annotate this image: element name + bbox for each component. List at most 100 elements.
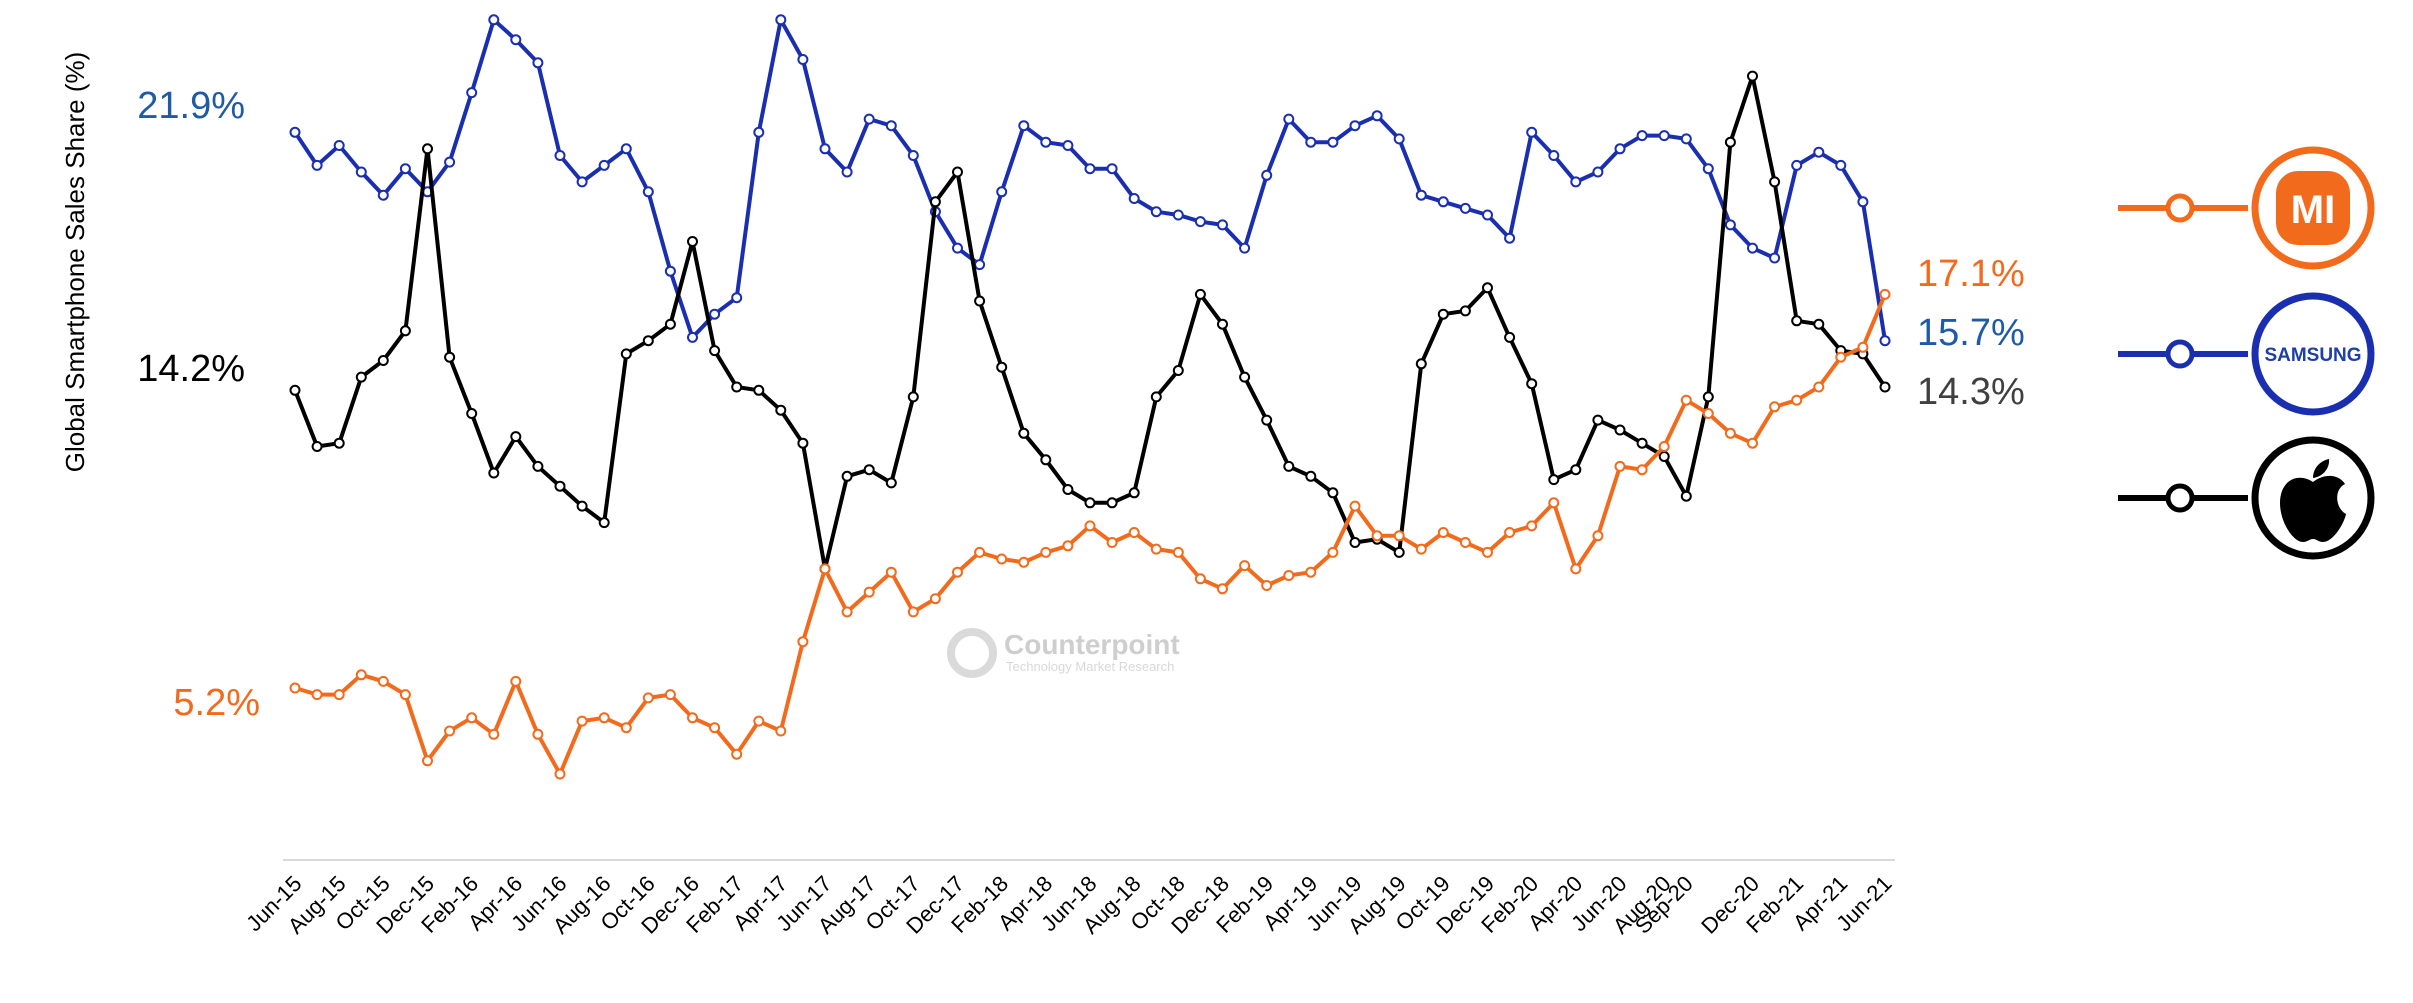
data-point-xiaomi [642, 692, 654, 704]
data-point-samsung [1857, 196, 1869, 208]
data-point-apple [1437, 308, 1449, 320]
data-point-apple [532, 460, 544, 472]
data-point-samsung [1835, 159, 1847, 171]
data-point-samsung [311, 159, 323, 171]
data-point-samsung [1636, 130, 1648, 142]
series-apple [289, 70, 1891, 575]
data-point-xiaomi [863, 586, 875, 598]
data-point-xiaomi [797, 636, 809, 648]
data-point-xiaomi [488, 728, 500, 740]
data-point-xiaomi [1283, 570, 1295, 581]
data-point-samsung [687, 331, 698, 343]
data-point-samsung [1040, 136, 1052, 148]
data-point-xiaomi [1769, 401, 1781, 413]
data-point-samsung [753, 126, 765, 138]
data-point-apple [1879, 381, 1891, 393]
data-point-xiaomi [1305, 566, 1317, 578]
y-axis-label: Global Smartphone Sales Share (%) [60, 52, 90, 473]
data-point-samsung [1769, 252, 1781, 264]
data-point-samsung [709, 308, 721, 320]
data-point-samsung [775, 14, 787, 26]
data-point-samsung [1393, 133, 1405, 145]
data-point-apple [1040, 454, 1052, 466]
data-point-apple [731, 381, 743, 393]
data-point-samsung [377, 189, 389, 201]
data-point-samsung [1680, 133, 1692, 145]
data-point-xiaomi [753, 715, 765, 727]
data-point-apple [1217, 318, 1228, 330]
data-point-samsung [797, 54, 809, 65]
samsung-start-label: 21.9% [137, 85, 245, 127]
data-point-samsung [289, 126, 301, 138]
data-point-xiaomi [1393, 530, 1405, 542]
data-point-apple [510, 431, 522, 443]
data-point-xiaomi [444, 725, 456, 737]
data-point-samsung [399, 163, 411, 175]
x-tick-labels: Jun-15Aug-15Oct-15Dec-15Feb-16Apr-16Jun-… [241, 871, 1896, 939]
data-point-apple [775, 404, 787, 416]
data-point-apple [664, 318, 676, 330]
data-point-xiaomi [1239, 560, 1251, 572]
data-point-xiaomi [466, 712, 478, 724]
data-point-xiaomi [731, 748, 743, 760]
data-point-xiaomi [1592, 530, 1604, 542]
data-point-xiaomi [1459, 537, 1471, 548]
legend-item-samsung: SAMSUNG [2118, 292, 2375, 416]
data-point-xiaomi [532, 728, 544, 740]
data-point-apple [355, 371, 367, 383]
data-point-samsung [1018, 120, 1030, 132]
data-point-samsung [996, 186, 1008, 198]
data-point-samsung [1570, 176, 1582, 188]
data-point-samsung [1813, 146, 1825, 158]
data-point-samsung [576, 176, 588, 188]
data-point-xiaomi [399, 689, 411, 701]
data-point-xiaomi [554, 768, 566, 780]
data-point-samsung [1283, 113, 1295, 125]
data-point-apple [1747, 70, 1758, 82]
data-point-xiaomi [1217, 583, 1228, 595]
data-point-samsung [841, 166, 853, 178]
data-point-apple [1349, 537, 1361, 548]
data-point-xiaomi [1680, 394, 1692, 406]
data-point-samsung [598, 159, 610, 171]
data-point-apple [1261, 414, 1273, 426]
data-point-samsung [1349, 120, 1361, 132]
data-point-samsung [1217, 219, 1228, 231]
series-samsung [289, 14, 1891, 347]
data-point-xiaomi [1504, 527, 1516, 538]
data-point-apple [1415, 358, 1427, 370]
data-point-xiaomi [1415, 543, 1427, 555]
data-point-xiaomi [1835, 351, 1847, 363]
data-point-samsung [1106, 163, 1118, 175]
series-line-apple [293, 74, 1887, 571]
legend-marker-samsung [2165, 339, 2195, 369]
data-point-xiaomi [775, 725, 787, 737]
data-point-apple [1106, 497, 1118, 509]
data-point-samsung [510, 34, 522, 46]
data-point-xiaomi [1040, 546, 1052, 558]
watermark-title: Counterpoint [1004, 629, 1180, 660]
data-point-samsung [1482, 209, 1493, 221]
series-line-xiaomi [294, 293, 1887, 776]
data-point-apple [444, 351, 456, 363]
series-xiaomi [289, 288, 1891, 780]
legend: MI SAMSUNG [2118, 146, 2375, 560]
data-point-apple [907, 391, 919, 403]
data-point-xiaomi [1172, 546, 1184, 558]
data-point-apple [1018, 427, 1030, 439]
data-point-samsung [1658, 130, 1670, 142]
data-point-xiaomi [819, 563, 831, 575]
data-point-xiaomi [1879, 288, 1891, 300]
data-point-apple [687, 236, 698, 247]
data-point-samsung [1879, 335, 1891, 347]
data-point-xiaomi [664, 689, 676, 701]
data-point-apple [1393, 546, 1405, 558]
data-point-samsung [1548, 150, 1560, 161]
data-point-apple [996, 361, 1008, 373]
data-point-xiaomi [885, 566, 897, 578]
data-point-xiaomi [1614, 460, 1626, 472]
data-point-samsung [466, 87, 478, 99]
data-point-apple [289, 384, 301, 396]
data-point-apple [1702, 391, 1714, 403]
data-point-apple [1813, 318, 1825, 330]
